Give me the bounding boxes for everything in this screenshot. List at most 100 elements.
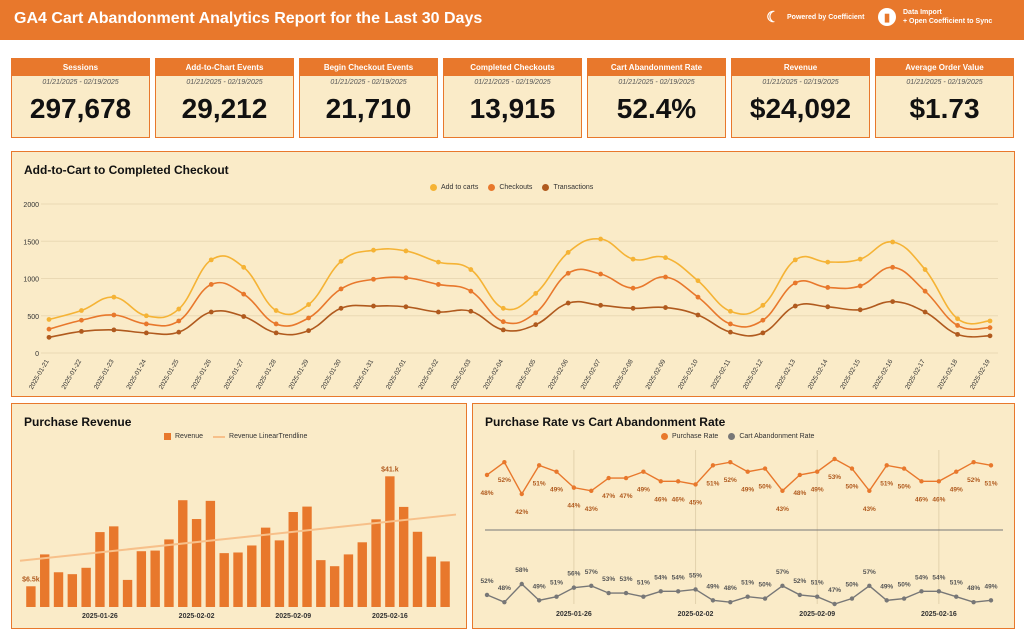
data-point [435,259,441,265]
x-tick-label: 2025-01-24 [125,358,148,391]
data-label: 43% [776,506,789,513]
data-import-icon: ▮ [878,8,896,26]
data-point [792,257,798,263]
data-point [306,302,311,307]
x-tick-label: 2025-02-06 [547,358,570,391]
powered-by-label: Powered by Coefficient [787,13,865,21]
data-point [111,312,117,318]
x-tick-label: 2025-02-16 [372,613,408,620]
powered-by-coefficient[interactable]: ☾ Powered by Coefficient [766,8,864,26]
x-tick-label: 2025-02-08 [612,358,635,391]
data-point [79,317,84,323]
legend-label: Purchase Rate [672,433,719,440]
data-label: $41.k [381,466,399,473]
data-point [760,330,766,336]
data-point [571,585,577,590]
data-label: 46% [932,496,945,503]
data-label: 49% [811,487,824,494]
x-tick-label: 2025-02-04 [482,358,505,391]
data-point [606,590,611,596]
series-line [48,266,991,331]
revenue-chart-panel: Purchase Revenue Revenue Revenue LinearT… [11,403,467,629]
data-point [46,326,52,332]
data-point [536,598,542,603]
data-label: 45% [689,499,702,506]
data-point [971,599,976,605]
kpi-title: Cart Abandonment Rate [588,59,725,76]
data-point [468,267,474,272]
data-point [658,589,663,594]
data-label: 54% [915,574,928,581]
data-point [208,309,214,315]
legend-item: Checkouts [488,184,532,191]
x-tick-label: 2025-01-26 [82,613,118,620]
revenue-bar [219,553,229,607]
x-tick-label: 2025-02-03 [450,358,473,391]
data-point [630,285,636,291]
data-label: 52% [498,477,511,484]
kpi-title: Sessions [12,59,149,76]
data-label: 51% [706,480,719,487]
data-point [797,592,803,598]
kpi-card-average-order-value: Average Order Value 01/21/2025 - 02/19/2… [875,58,1014,138]
revenue-bar [95,532,105,607]
data-point [857,256,863,262]
data-label: 49% [984,583,997,590]
data-point [79,328,84,334]
revenue-bar [302,506,312,607]
data-point [936,589,942,594]
data-import-button[interactable]: ▮ Data Import + Open Coefficient to Sync [878,8,992,26]
data-point [884,598,889,603]
data-point [403,304,409,310]
x-tick-label: 2025-01-30 [320,358,343,391]
data-label: 49% [550,487,563,494]
data-label: 50% [759,484,772,491]
data-label: 51% [741,580,754,587]
legend-item: Revenue [164,433,203,440]
data-point [792,280,798,286]
data-point [533,322,539,328]
data-point [565,250,571,255]
data-label: 48% [480,490,493,497]
data-point [780,488,785,494]
data-label: $6.5k [22,576,40,583]
data-label: 57% [863,569,876,576]
data-point [641,469,646,474]
x-tick-label: 2025-02-15 [839,358,862,391]
x-tick-label: 2025-02-14 [807,358,830,391]
data-point [338,258,344,264]
data-label: 52% [480,578,493,585]
data-point [901,466,907,471]
data-point [241,314,247,319]
data-point [111,327,117,333]
kpi-card-sessions: Sessions 01/21/2025 - 02/19/2025 297,678 [11,58,150,138]
data-point [857,283,863,289]
data-point [988,463,994,468]
data-label: 48% [793,490,806,497]
x-tick-label: 2025-01-22 [60,358,83,391]
data-point [273,330,279,336]
data-point [554,469,559,474]
data-label: 42% [515,509,528,516]
x-tick-label: 2025-02-16 [921,611,957,618]
legend-item: Purchase Rate [661,433,718,440]
data-point [693,482,698,487]
data-point [987,318,993,324]
trendline [19,513,457,562]
data-point [760,317,766,323]
revenue-bar [440,561,450,607]
revenue-bar-chart: $6.5k $41.k 2025-01-26 2025-02-02 2025-02-09… [19,466,457,620]
data-point [338,286,344,292]
kpi-title: Begin Checkout Events [300,59,437,76]
x-tick-label: 2025-02-16 [872,358,895,391]
data-point [988,598,994,603]
data-point [922,288,928,294]
data-label: 49% [741,487,754,494]
x-tick-label: 2025-02-12 [742,358,765,391]
data-point [867,488,872,494]
data-label: 51% [533,480,546,487]
data-point [760,302,766,308]
revenue-bar [81,567,91,607]
chart-legend: Purchase Rate Cart Abandonment Rate [661,433,824,440]
x-tick-label: 2025-01-31 [353,358,376,391]
